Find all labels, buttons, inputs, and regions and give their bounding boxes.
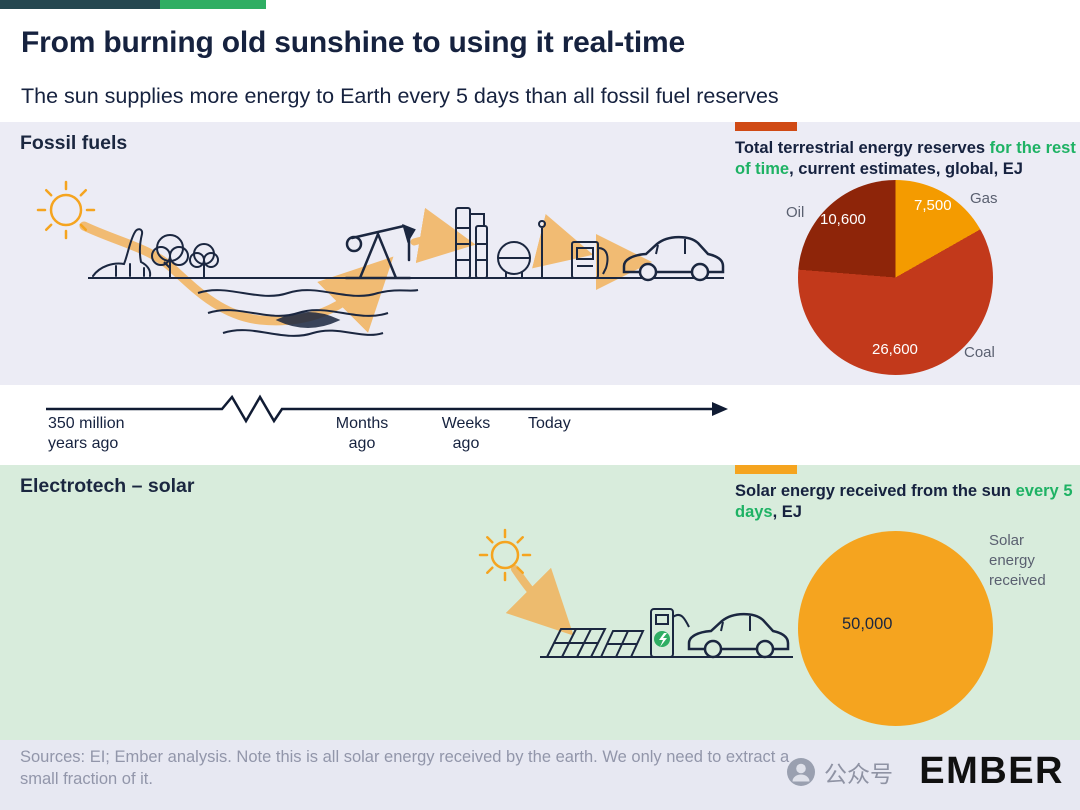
energy-flow-arrow [79,207,652,333]
sun-icon [478,528,532,582]
tree-icon [151,234,219,278]
accent-bar-green-segment [160,0,266,9]
solar-circle [798,531,993,726]
footer: Sources: EI; Ember analysis. Note this i… [0,740,1080,810]
solar-panel-icon [545,628,645,658]
ev-charger-icon [650,608,690,658]
sources-note: Sources: EI; Ember analysis. Note this i… [20,748,790,788]
pie-label-coal: Coal [964,344,995,361]
strata-icon [197,289,419,337]
car-icon [687,612,790,659]
fuel-pump-icon [568,241,609,279]
fossil-chart-title: Total terrestrial energy reserves for th… [735,138,1080,179]
timeline-label-weeks: Weeks ago [441,415,491,452]
pie-label-gas: Gas [970,190,998,207]
page-subtitle: The sun supplies more energy to Earth ev… [21,84,779,108]
energy-flow-arrow [505,565,574,636]
fossil-chart-header: Total terrestrial energy reserves for th… [735,122,1080,179]
timeline-arrow [46,394,728,424]
pie-value-gas: 7,500 [914,197,952,214]
pie-value-oil: 10,600 [820,211,866,228]
solar-illustration [478,528,793,659]
pumpjack-icon [344,223,416,280]
solar-section-label: Electrotech – solar [20,475,195,497]
fossil-fuels-section: Fossil fuels [0,122,1080,385]
timeline-label-months: Months ago [335,415,389,452]
fossil-pie [798,180,993,375]
person-icon [787,758,815,786]
solar-section: Electrotech – solar [0,465,1080,740]
solar-circle-value: 50,000 [842,615,893,633]
solar-chart-title-main: Solar energy received from the sun [735,482,1016,500]
timeline-section: 350 million years ago Months ago Weeks a… [0,385,1080,465]
ember-logo: EMBER [919,750,1064,792]
fossil-chart-title-highlight: for the rest of time [735,139,1076,178]
solar-chart-title-highlight: every 5 days [735,482,1073,521]
solar-chart-title-rest: , EJ [772,502,802,521]
pie-value-coal: 26,600 [872,341,918,358]
solar-circle-label: Solar energy received [989,532,1046,589]
fossil-chart-title-main: Total terrestrial energy reserves [735,139,990,157]
page-title: From burning old sunshine to using it re… [21,26,685,59]
solar-circle-chart: 50,000 Solar energy received [798,531,1046,726]
fossil-illustration [36,180,725,337]
pie-label-oil: Oil [786,204,805,221]
timeline-label-today: Today [528,415,571,432]
fossil-chart-title-rest: , current estimates, global, EJ [789,159,1023,178]
sun-icon [36,180,96,240]
car-icon [622,235,725,282]
accent-bar-dark-segment [0,0,160,9]
solar-chart-accent-bar [735,465,797,474]
dinosaur-icon [92,228,152,277]
fossil-chart-accent-bar [735,122,797,131]
solar-chart-title: Solar energy received from the sun every… [735,481,1080,522]
timeline-label-350m: 350 million years ago [48,415,125,452]
refinery-icon [455,207,546,279]
watermark: 公众号 [786,755,893,789]
fossil-section-label: Fossil fuels [20,132,128,154]
fossil-pie-chart: 7,500 Gas Oil 10,600 26,600 Coal [786,180,998,375]
solar-chart-header: Solar energy received from the sun every… [735,465,1080,522]
watermark-text: 公众号 [824,761,893,787]
brand-accent-bar [0,0,266,9]
